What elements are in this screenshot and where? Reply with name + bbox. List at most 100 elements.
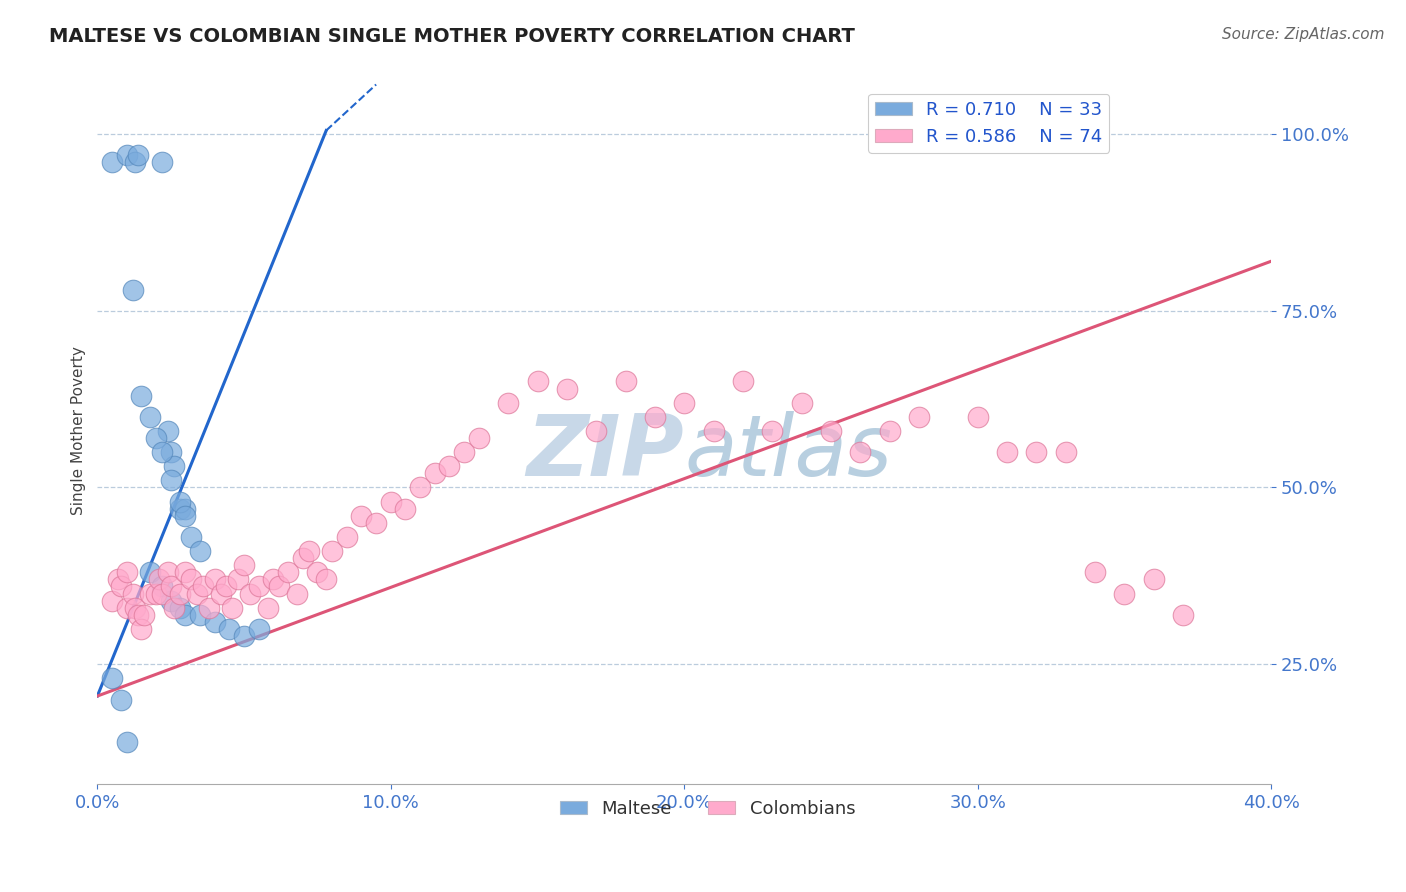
Point bbox=[209, 586, 232, 600]
Point bbox=[1143, 573, 1166, 587]
Point bbox=[107, 573, 129, 587]
Point bbox=[239, 586, 262, 600]
Point bbox=[174, 607, 197, 622]
Point bbox=[169, 501, 191, 516]
Point bbox=[198, 600, 221, 615]
Point bbox=[644, 409, 666, 424]
Point bbox=[673, 395, 696, 409]
Point bbox=[124, 600, 146, 615]
Point bbox=[145, 586, 167, 600]
Point bbox=[995, 445, 1018, 459]
Point bbox=[215, 579, 238, 593]
Point bbox=[555, 382, 578, 396]
Point bbox=[291, 551, 314, 566]
Point bbox=[585, 424, 607, 438]
Point bbox=[127, 607, 149, 622]
Text: ZIP: ZIP bbox=[527, 410, 685, 493]
Point bbox=[350, 508, 373, 523]
Y-axis label: Single Mother Poverty: Single Mother Poverty bbox=[72, 346, 86, 516]
Point bbox=[1114, 586, 1136, 600]
Point bbox=[731, 375, 754, 389]
Point bbox=[188, 544, 211, 558]
Point bbox=[761, 424, 783, 438]
Point bbox=[174, 566, 197, 580]
Point bbox=[188, 607, 211, 622]
Point bbox=[156, 424, 179, 438]
Point bbox=[298, 544, 321, 558]
Point bbox=[790, 395, 813, 409]
Point bbox=[148, 573, 170, 587]
Point bbox=[394, 501, 416, 516]
Point bbox=[468, 431, 491, 445]
Point bbox=[115, 735, 138, 749]
Point bbox=[849, 445, 872, 459]
Point bbox=[366, 516, 388, 530]
Point bbox=[159, 579, 181, 593]
Point bbox=[321, 544, 343, 558]
Point bbox=[221, 600, 243, 615]
Point bbox=[101, 593, 124, 607]
Point bbox=[247, 622, 270, 636]
Point bbox=[174, 508, 197, 523]
Point bbox=[1025, 445, 1047, 459]
Point bbox=[150, 586, 173, 600]
Point bbox=[139, 409, 162, 424]
Point bbox=[453, 445, 475, 459]
Point bbox=[110, 579, 132, 593]
Point bbox=[256, 600, 278, 615]
Point bbox=[110, 692, 132, 706]
Point bbox=[204, 615, 226, 629]
Point bbox=[409, 481, 432, 495]
Point bbox=[134, 607, 156, 622]
Point bbox=[336, 530, 359, 544]
Point bbox=[285, 586, 308, 600]
Point bbox=[204, 573, 226, 587]
Point bbox=[145, 431, 167, 445]
Point bbox=[186, 586, 208, 600]
Point bbox=[150, 155, 173, 169]
Point bbox=[115, 148, 138, 162]
Point bbox=[121, 283, 143, 297]
Point bbox=[169, 600, 191, 615]
Point bbox=[269, 579, 291, 593]
Point bbox=[127, 148, 149, 162]
Point bbox=[150, 445, 173, 459]
Point bbox=[159, 474, 181, 488]
Point bbox=[131, 622, 153, 636]
Text: Source: ZipAtlas.com: Source: ZipAtlas.com bbox=[1222, 27, 1385, 42]
Point bbox=[124, 155, 146, 169]
Point bbox=[439, 459, 461, 474]
Point bbox=[966, 409, 988, 424]
Point bbox=[1084, 566, 1107, 580]
Point bbox=[101, 155, 124, 169]
Point bbox=[614, 375, 637, 389]
Point bbox=[496, 395, 519, 409]
Point bbox=[233, 629, 256, 643]
Point bbox=[139, 586, 162, 600]
Point bbox=[180, 573, 202, 587]
Point bbox=[121, 586, 143, 600]
Point bbox=[226, 573, 249, 587]
Text: atlas: atlas bbox=[685, 410, 893, 493]
Point bbox=[423, 467, 446, 481]
Point bbox=[191, 579, 214, 593]
Point bbox=[315, 573, 337, 587]
Point bbox=[169, 586, 191, 600]
Point bbox=[180, 530, 202, 544]
Point bbox=[262, 573, 284, 587]
Point bbox=[150, 579, 173, 593]
Point bbox=[174, 501, 197, 516]
Point bbox=[380, 494, 402, 508]
Point bbox=[163, 600, 186, 615]
Point bbox=[277, 566, 299, 580]
Point bbox=[101, 672, 124, 686]
Point bbox=[1171, 607, 1194, 622]
Point bbox=[703, 424, 725, 438]
Point bbox=[163, 459, 186, 474]
Point bbox=[156, 566, 179, 580]
Point bbox=[307, 566, 329, 580]
Point bbox=[879, 424, 901, 438]
Point bbox=[159, 445, 181, 459]
Point bbox=[115, 600, 138, 615]
Point bbox=[820, 424, 842, 438]
